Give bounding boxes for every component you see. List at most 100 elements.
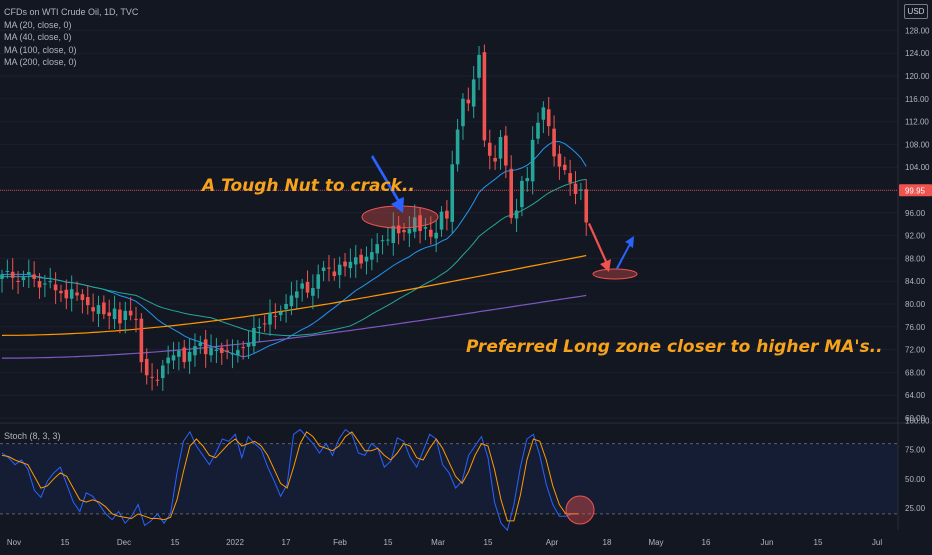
legend-ma20[interactable]: MA (20, close, 0) [4, 19, 72, 30]
candle-body [487, 142, 492, 156]
candle-body [370, 252, 374, 260]
ma200-line [2, 294, 587, 359]
legend-ma200[interactable]: MA (200, close, 0) [4, 57, 77, 67]
candle-body [445, 210, 449, 219]
price-tick-label: 96.00 [905, 209, 926, 218]
stoch-legend[interactable]: Stoch (8, 3, 3) [4, 431, 61, 441]
candle-body [353, 257, 358, 265]
candle-body [268, 312, 272, 325]
stoch-d-line [1, 431, 579, 522]
legend-ma40[interactable]: MA (40, close, 0) [4, 32, 72, 42]
candle-body [386, 239, 390, 241]
stoch-tick-label: 100.00 [905, 416, 930, 425]
candle-body [316, 274, 321, 289]
candle-body [139, 318, 144, 363]
candle-body [364, 256, 369, 262]
candle-body [434, 232, 438, 239]
candle-body [187, 351, 192, 362]
candle-body [198, 342, 203, 346]
candle-body [134, 318, 138, 320]
price-tick-label: 112.00 [905, 118, 929, 127]
candle-body [375, 244, 379, 254]
candle-body [321, 267, 326, 271]
candle-body [407, 228, 412, 234]
stoch-band [0, 443, 898, 514]
price-tick-label: 60.00 [905, 414, 926, 423]
time-tick-label: 15 [61, 538, 70, 547]
candle-body [236, 350, 240, 355]
time-tick-label: 2022 [226, 538, 244, 547]
ma40-line [2, 178, 587, 337]
price-badge-label: 99.95 [905, 186, 926, 195]
candle-body [520, 180, 524, 208]
candle-body [171, 355, 176, 361]
currency-badge[interactable]: USD [904, 4, 928, 19]
price-tick-label: 116.00 [905, 95, 929, 104]
candle-body [546, 109, 551, 127]
candle-body [493, 157, 497, 162]
candle-body [477, 54, 481, 78]
candle-body [541, 107, 546, 120]
price-tick-label: 120.00 [905, 72, 930, 81]
price-tick-label: 72.00 [905, 346, 926, 355]
candle-body [337, 264, 342, 276]
candle-body [284, 304, 288, 310]
candle-body [0, 274, 4, 279]
time-tick-label: May [648, 538, 663, 547]
candle-body [412, 217, 417, 232]
candle-body [214, 349, 219, 351]
candle-body [525, 178, 530, 182]
candle-body [557, 153, 562, 167]
price-tick-label: 104.00 [905, 163, 930, 172]
candle-body [482, 52, 487, 141]
time-tick-label: 15 [171, 538, 180, 547]
candle-body [305, 281, 310, 293]
price-tick-label: 84.00 [905, 277, 926, 286]
candle-body [203, 339, 208, 355]
candle-body [396, 225, 401, 234]
ma100-line [1, 254, 587, 336]
time-tick-label: Jun [761, 538, 774, 547]
candle-body [80, 294, 85, 301]
candle-body [53, 284, 58, 291]
price-tick-label: 128.00 [905, 26, 930, 35]
candle-body [391, 225, 396, 244]
candle-body [182, 347, 187, 363]
candle-body [32, 274, 36, 279]
blue-arrow-down [371, 155, 404, 213]
candle-body [327, 267, 331, 269]
candle-body [568, 173, 572, 183]
price-tick-label: 80.00 [905, 300, 926, 309]
candle-body [166, 357, 170, 364]
annotation-long-zone: Preferred Long zone closer to higher MA'… [466, 337, 883, 357]
candle-body [161, 365, 165, 379]
candle-body [273, 315, 278, 317]
candle-body [5, 270, 10, 272]
candle-body [144, 358, 149, 376]
candle-body [69, 289, 74, 299]
stoch-tick-label: 50.00 [905, 475, 926, 484]
price-tick-label: 64.00 [905, 391, 926, 400]
candle-body [262, 323, 267, 325]
candle-body [48, 281, 53, 283]
candle-body [418, 215, 422, 232]
stochastic-pane [0, 428, 898, 532]
candle-body [530, 139, 535, 182]
price-tick-label: 76.00 [905, 323, 926, 332]
candle-body [509, 168, 513, 218]
candle-body [10, 271, 15, 278]
candle-body [107, 312, 111, 316]
candle-body [75, 292, 79, 296]
time-tick-label: Mar [431, 538, 445, 547]
candle-body [230, 353, 235, 355]
candle-body [37, 281, 42, 288]
price-tick-label: 68.00 [905, 368, 926, 377]
time-tick-label: 18 [603, 538, 612, 547]
candle-body [155, 379, 160, 381]
price-tick-label: 88.00 [905, 254, 926, 263]
legend-ma100[interactable]: MA (100, close, 0) [4, 44, 77, 55]
stoch-tick-label: 25.00 [905, 504, 926, 513]
time-tick-label: 15 [814, 538, 823, 547]
